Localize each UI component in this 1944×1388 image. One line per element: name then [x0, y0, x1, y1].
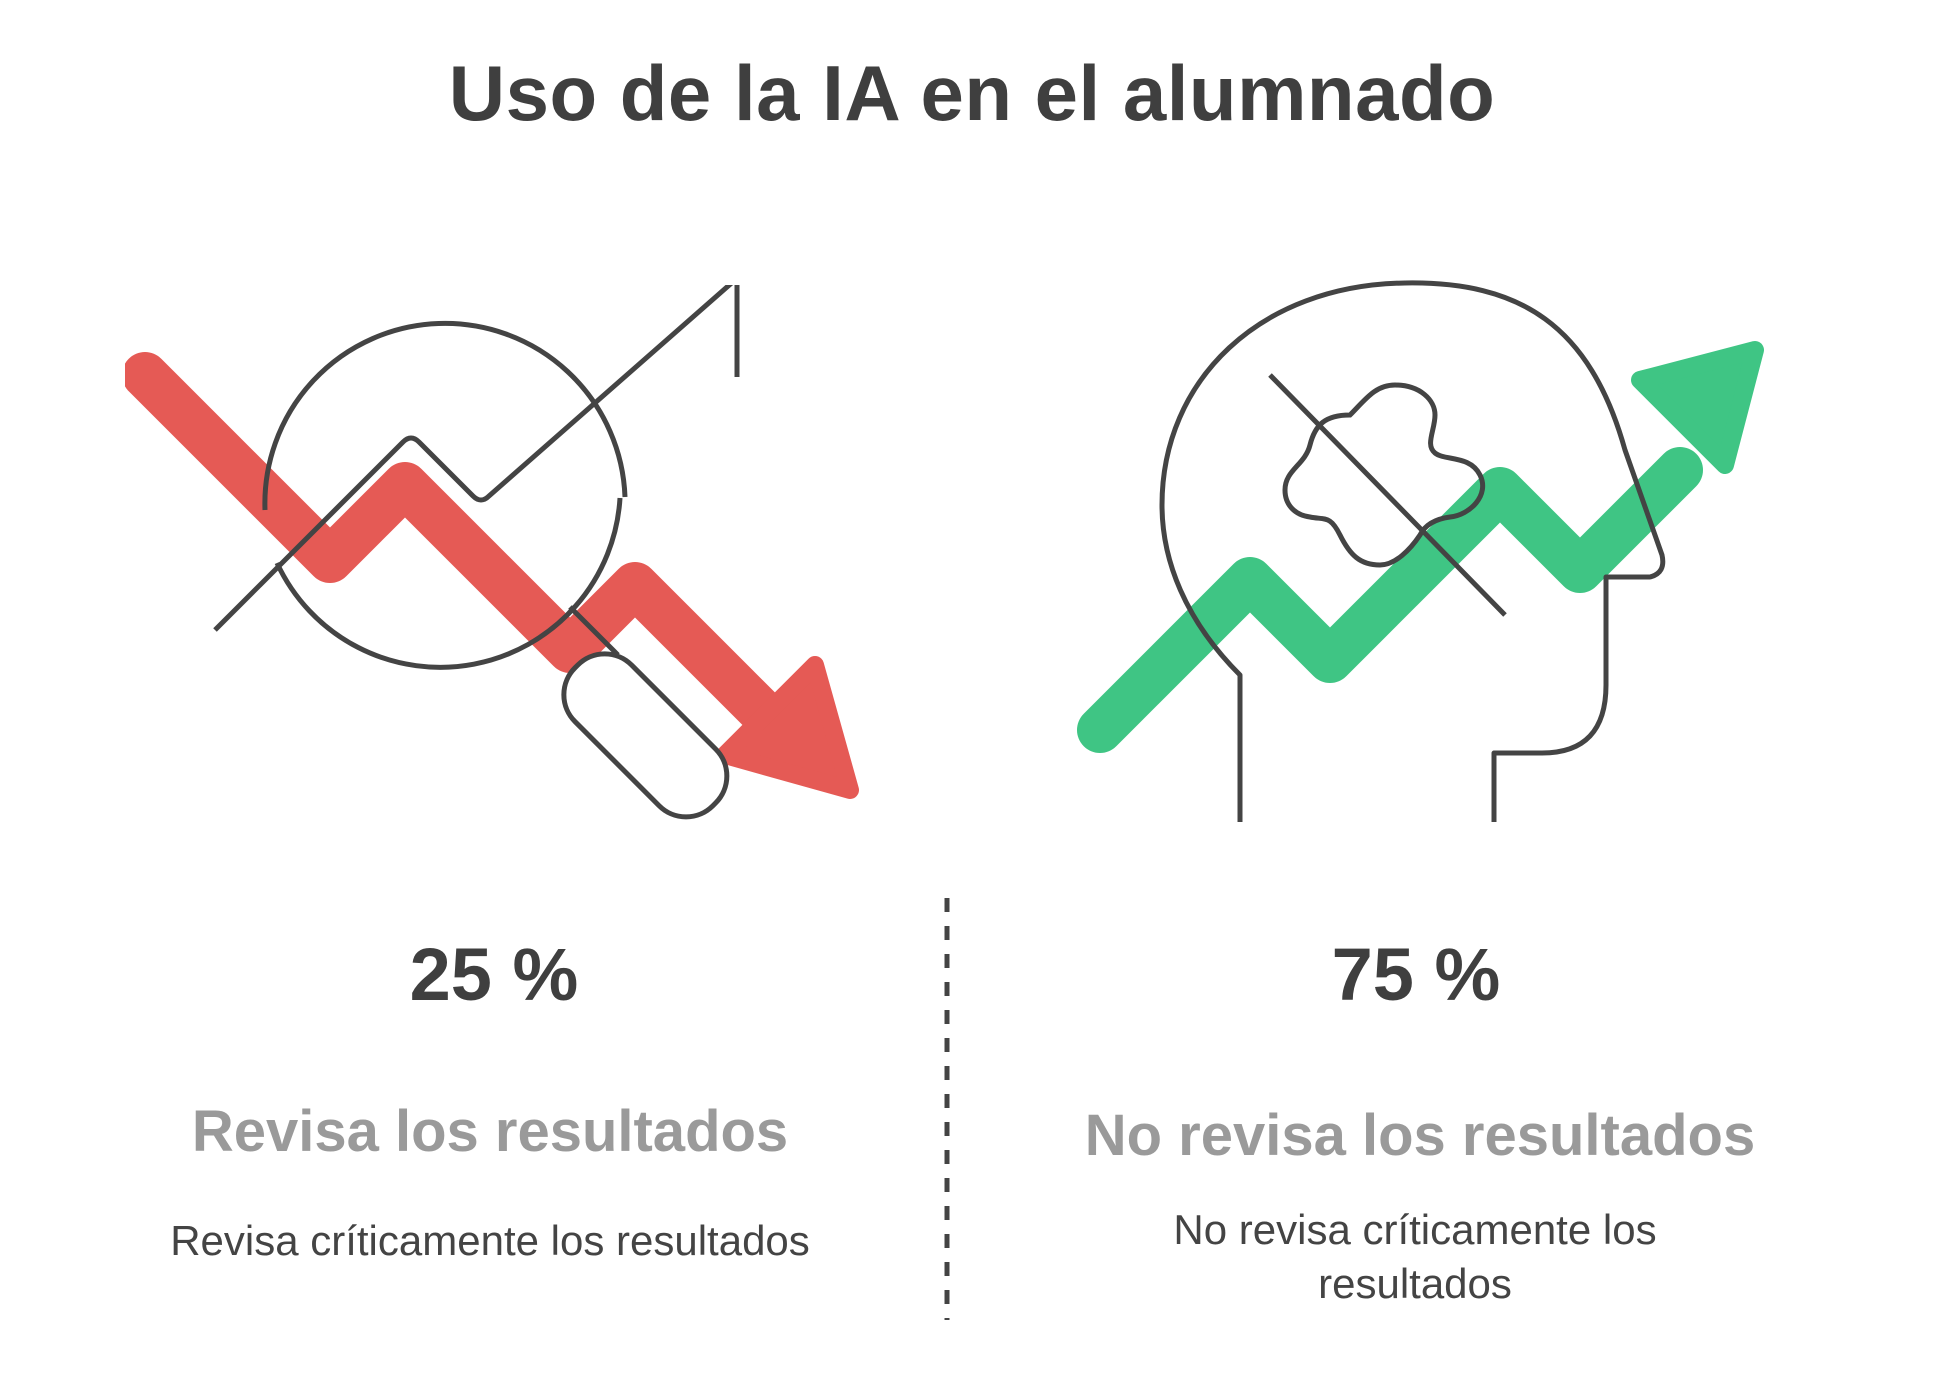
page-title: Uso de la IA en el alumnado [448, 49, 1496, 137]
green-rising-arrow [1077, 447, 1703, 753]
magnifier-circle [262, 320, 628, 511]
slash-line [1268, 373, 1507, 617]
left-heading: Revisa los resultados [191, 1099, 789, 1164]
green-arrowhead [1631, 341, 1764, 474]
brain-blob [1282, 382, 1486, 568]
left-percentage: 25 % [409, 933, 579, 1016]
dashed-divider [944, 898, 950, 1320]
left-description: Revisa críticamente los resultados [170, 1217, 810, 1264]
left-illustration [122, 275, 875, 845]
right-percentage: 75 % [1331, 933, 1501, 1016]
red-declining-arrow [122, 352, 813, 763]
red-arrowhead [716, 656, 859, 799]
magnifier-handle [561, 651, 730, 820]
rising-chart-head-icon [1077, 280, 1764, 822]
right-illustration [1050, 275, 1810, 845]
head-outline [1159, 280, 1666, 822]
right-description: No revisa críticamente los resultados [1173, 1206, 1657, 1307]
declining-chart-magnifier-icon [122, 275, 859, 820]
outline-rising-arrow [213, 278, 737, 632]
right-heading: No revisa los resultados [1084, 1103, 1756, 1168]
